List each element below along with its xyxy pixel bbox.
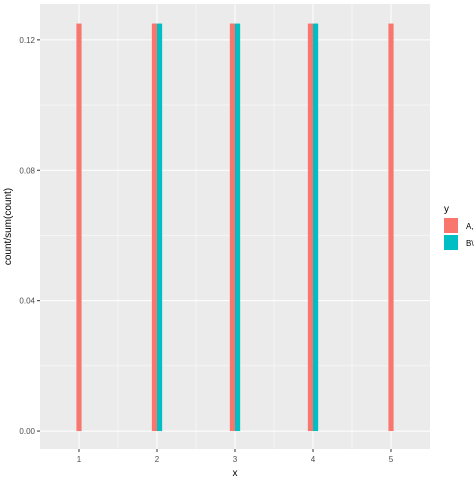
bars-layer <box>76 23 394 432</box>
legend-label: B\ <box>466 239 474 248</box>
bar-a-x2 <box>151 23 157 432</box>
legend: y A, B\ <box>444 204 474 250</box>
legend-key-swatch <box>444 218 458 233</box>
bar-a-x4 <box>307 23 313 432</box>
bar-a-x3 <box>229 23 235 432</box>
legend-title: y <box>444 204 449 215</box>
x-tick-label: 2 <box>155 455 160 464</box>
x-tick-label: 3 <box>233 455 238 464</box>
bar-b-x2 <box>157 23 163 432</box>
y-tick-label: 0.04 <box>19 297 35 306</box>
y-tick-label: 0.08 <box>19 166 35 175</box>
y-tick-label: 0.12 <box>19 36 35 45</box>
bar-b-x3 <box>235 23 241 432</box>
legend-key-swatch <box>444 235 458 250</box>
x-tick-label: 5 <box>389 455 394 464</box>
y-axis-title: count/sum(count) <box>3 188 14 265</box>
bar-a-x5 <box>388 23 394 432</box>
x-axis-title: x <box>233 468 238 477</box>
y-tick-label: 0.00 <box>19 427 35 436</box>
x-tick-label: 1 <box>77 455 82 464</box>
bar-b-x4 <box>313 23 319 432</box>
x-axis: 1 2 3 4 5 <box>77 449 394 464</box>
y-axis: 0.00 0.04 0.08 0.12 <box>19 36 40 436</box>
legend-label: A, <box>466 222 474 231</box>
bar-a-x1 <box>76 23 82 432</box>
x-tick-label: 4 <box>311 455 316 464</box>
